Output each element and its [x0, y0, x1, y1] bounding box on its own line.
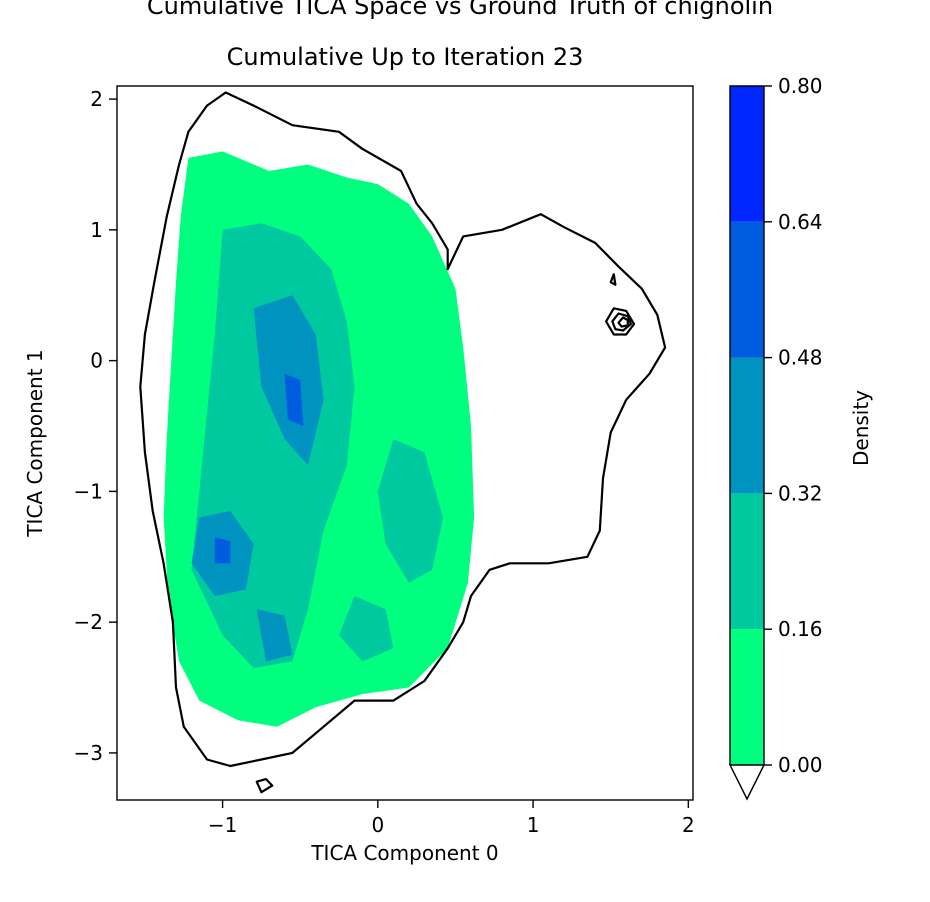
x-axis-label: TICA Component 0 — [310, 841, 498, 865]
colorbar-outline — [729, 85, 765, 765]
x-tick-label: 1 — [527, 813, 540, 837]
colorbar-tick-label: 0.64 — [778, 210, 823, 234]
ground-truth-contour — [604, 307, 636, 336]
density-region-level-3 — [214, 537, 231, 564]
y-tick-label: −1 — [74, 479, 103, 503]
chart-title: Cumulative Up to Iteration 23 — [227, 43, 584, 71]
x-axis: −1 0 1 2 — [208, 800, 695, 837]
colorbar-segment — [730, 86, 764, 222]
colorbar-tick-label: 0.48 — [778, 346, 823, 370]
y-tick-label: 1 — [90, 218, 103, 242]
ground-truth-contour — [255, 777, 274, 794]
density-layer — [163, 151, 475, 727]
chart-suptitle: Cumulative TICA Space vs Ground Truth of… — [147, 0, 773, 20]
colorbar-segment — [730, 221, 764, 358]
ground-truth-contour — [609, 273, 617, 286]
colorbar-tick-label: 0.32 — [778, 481, 823, 505]
x-tick-label: 2 — [682, 813, 695, 837]
plot-area — [116, 85, 694, 801]
colorbar: 0.00 0.16 0.32 0.48 0.64 0.80 — [728, 74, 823, 801]
x-tick-label: 0 — [371, 813, 384, 837]
density-region-level-1 — [339, 596, 394, 662]
plot-frame — [116, 85, 694, 801]
y-tick-label: 2 — [90, 87, 103, 111]
colorbar-segment — [730, 629, 764, 765]
y-axis-label: TICA Component 1 — [23, 349, 47, 537]
density-region-level-3 — [284, 373, 304, 426]
colorbar-tick-label: 0.16 — [778, 617, 823, 641]
y-tick-label: 0 — [90, 349, 103, 373]
colorbar-tick-label: 0.00 — [778, 753, 823, 777]
colorbar-segment — [730, 357, 764, 494]
colorbar-tick-label: 0.80 — [778, 74, 823, 98]
ground-truth-contour — [139, 91, 667, 768]
x-tick-label: −1 — [208, 813, 237, 837]
colorbar-label: Density — [849, 390, 873, 466]
y-tick-label: −3 — [74, 741, 103, 765]
ground-truth-contour-layer — [139, 91, 667, 794]
y-axis: −3 −2 −1 0 1 2 — [74, 87, 117, 765]
ground-truth-contour — [617, 316, 629, 328]
colorbar-extension — [728, 764, 766, 801]
density-region-level-2 — [256, 609, 293, 662]
colorbar-segment — [730, 493, 764, 630]
y-tick-label: −2 — [74, 610, 103, 634]
ground-truth-contour — [611, 312, 633, 332]
density-region-level-1 — [377, 439, 443, 583]
